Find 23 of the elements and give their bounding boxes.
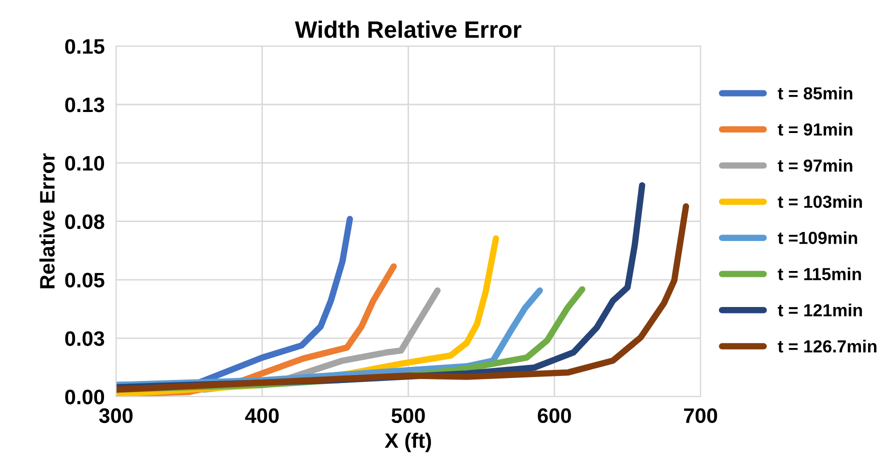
legend-label: t = 85min xyxy=(778,86,852,100)
y-axis-title: Relative Error xyxy=(39,153,55,288)
y-tick-label: 0.00 xyxy=(65,390,104,404)
y-tick-label: 0.05 xyxy=(65,272,104,288)
x-tick-label: 700 xyxy=(684,408,718,424)
legend-label: t = 103min xyxy=(778,195,862,208)
y-tick-label: 0.10 xyxy=(65,156,104,171)
y-tick-label: 0.15 xyxy=(65,39,104,54)
legend-label: t =109min xyxy=(778,231,858,244)
legend-label: t = 121min xyxy=(778,304,862,316)
y-tick-label: 0.03 xyxy=(65,331,104,346)
x-tick-label: 500 xyxy=(392,408,425,424)
x-tick-label: 400 xyxy=(245,408,279,424)
y-tick-label: 0.08 xyxy=(65,214,104,230)
x-tick-label: 600 xyxy=(538,408,571,424)
x-tick-label: 300 xyxy=(99,408,133,424)
legend-label: t = 115min xyxy=(778,267,861,280)
chart-title: Width Relative Error xyxy=(294,20,522,38)
legend-label: t = 126.7min xyxy=(778,340,876,353)
legend-label: t = 91min xyxy=(778,122,852,136)
legend-label: t = 97min xyxy=(778,159,852,172)
y-tick-label: 0.13 xyxy=(65,98,104,112)
x-axis-title: X (ft) xyxy=(384,432,431,452)
